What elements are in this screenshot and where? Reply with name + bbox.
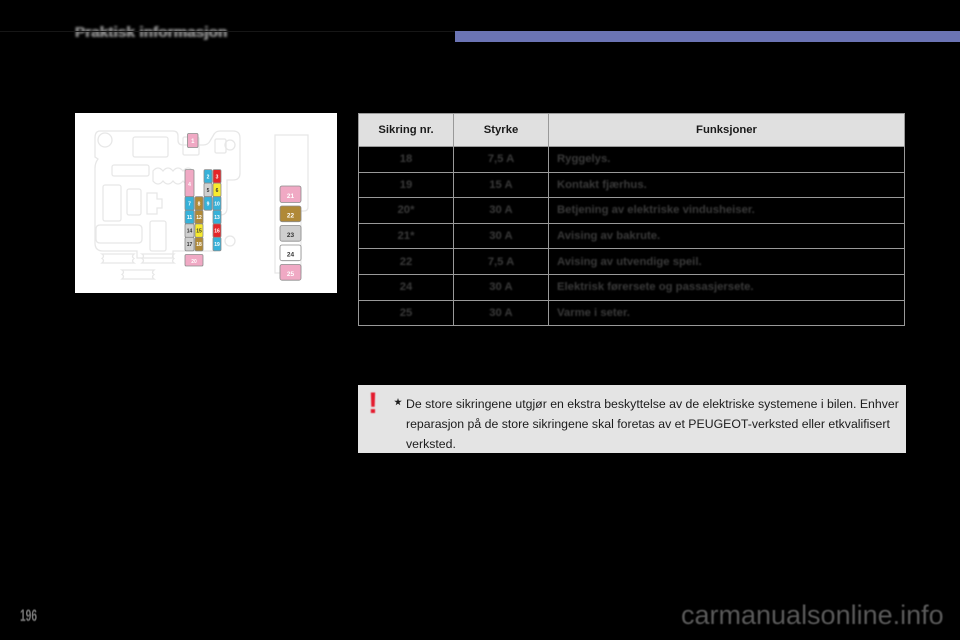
svg-text:18: 18	[196, 242, 202, 248]
svg-text:2: 2	[207, 175, 210, 181]
svg-text:24: 24	[287, 252, 295, 259]
svg-text:11: 11	[187, 215, 193, 221]
svg-text:21: 21	[287, 193, 295, 200]
svg-text:14: 14	[187, 229, 193, 235]
svg-text:17: 17	[187, 242, 193, 248]
svg-text:23: 23	[287, 232, 295, 239]
svg-text:25: 25	[287, 271, 295, 278]
svg-text:16: 16	[214, 229, 220, 235]
svg-text:20: 20	[191, 259, 197, 265]
svg-text:12: 12	[196, 215, 202, 221]
svg-text:4: 4	[188, 182, 191, 188]
svg-text:7: 7	[188, 202, 191, 208]
svg-text:19: 19	[214, 242, 220, 248]
svg-text:5: 5	[207, 188, 210, 194]
svg-text:6: 6	[216, 188, 219, 194]
svg-text:15: 15	[196, 229, 202, 235]
svg-text:3: 3	[216, 175, 219, 181]
svg-text:10: 10	[214, 202, 220, 208]
svg-text:13: 13	[214, 215, 220, 221]
svg-text:22: 22	[287, 213, 295, 220]
svg-text:8: 8	[198, 202, 201, 208]
svg-text:9: 9	[207, 202, 210, 208]
